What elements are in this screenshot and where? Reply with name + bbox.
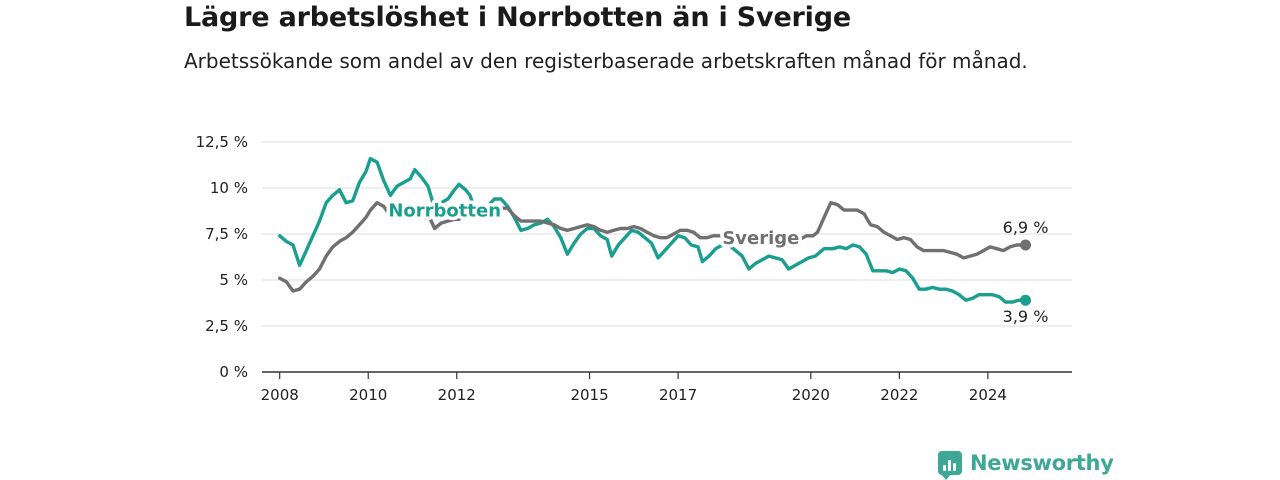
x-tick-label: 2015 [570,386,608,404]
x-tick-label: 2020 [792,386,830,404]
y-tick-label: 5 % [219,271,248,289]
series-line-norrbotten [278,156,1028,304]
bar-chart-speech-icon [938,451,962,480]
series-lines [278,156,1032,306]
series-label-norrbotten: Norrbotten [388,201,501,222]
series-labels: 3,9 % Norrbotten 6,9 % Sverige [385,197,1049,326]
series-end-point-norrbotten [1020,294,1032,306]
brand-name: Newsworthy [970,451,1114,475]
y-tick-label: 7,5 % [205,225,248,243]
chart-title: Lägre arbetslöshet i Norrbotten än i Sve… [184,2,851,33]
series-end-point-sverige [1020,239,1032,251]
series-label-sverige: Sverige [722,228,799,249]
end-value-label-norrbotten: 3,9 % [1003,307,1049,326]
y-tick-label: 12,5 % [196,133,248,151]
x-tick-label: 2010 [349,386,387,404]
end-value-label-sverige: 6,9 % [1003,218,1049,237]
x-tick-label: 2012 [438,386,476,404]
x-tick-label: 2022 [880,386,918,404]
x-axis: 2008 2010 2012 2015 2017 2020 2022 2024 [261,372,1007,404]
y-tick-label: 10 % [210,179,248,197]
series-line-sverige [278,201,1028,293]
y-axis-tick-labels: 0 % 2,5 % 5 % 7,5 % 10 % 12,5 % [196,133,248,381]
y-tick-label: 0 % [219,363,248,381]
chart-subtitle: Arbetssökande som andel av den registerb… [184,49,1028,73]
newsworthy-logo: Newsworthy [938,448,1114,480]
x-tick-label: 2017 [659,386,697,404]
y-tick-label: 2,5 % [205,317,248,335]
x-tick-label: 2024 [969,386,1007,404]
x-tick-label: 2008 [261,386,299,404]
